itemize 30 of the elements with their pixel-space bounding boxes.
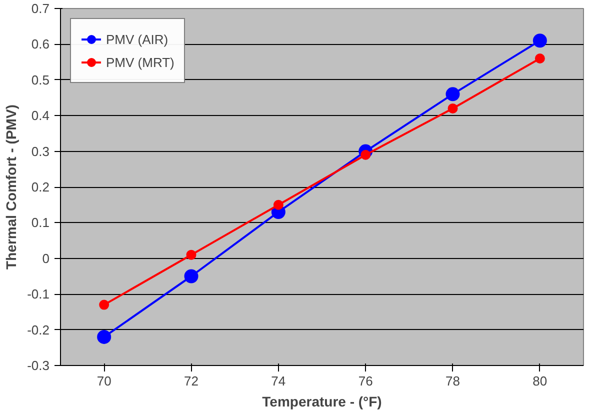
x-tick-label: 80 xyxy=(532,374,548,388)
point xyxy=(97,330,112,344)
point xyxy=(99,300,110,310)
point xyxy=(532,34,547,48)
x-tick-label: 70 xyxy=(96,374,112,388)
y-axis-title: Thermal Comfort - (PMV) xyxy=(3,104,20,270)
y-tick-label: -0.1 xyxy=(27,286,50,302)
point xyxy=(446,87,460,102)
y-tick-label: -0.3 xyxy=(27,358,50,373)
x-tick-label: 72 xyxy=(184,374,198,388)
y-tick-label: 0.6 xyxy=(31,36,50,52)
y-tick-label: 0.5 xyxy=(31,72,50,88)
x-tick-label: 74 xyxy=(271,374,286,388)
point xyxy=(186,250,196,260)
point xyxy=(273,200,284,210)
legend-label: PMV (MRT) xyxy=(106,54,174,70)
y-tick-label: -0.2 xyxy=(27,322,50,338)
y-tick-label: 0.7 xyxy=(31,1,50,16)
legend-label: PMV (AIR) xyxy=(106,32,168,46)
y-tick-label: 0.3 xyxy=(31,144,50,159)
point xyxy=(534,53,545,64)
y-tick-label: 0.1 xyxy=(31,215,50,230)
x-tick-label: 76 xyxy=(358,374,373,388)
point xyxy=(448,103,458,114)
x-tick-label: 78 xyxy=(446,374,460,388)
y-tick-label: 0 xyxy=(42,250,50,266)
x-axis-title: Temperature - (°F) xyxy=(262,394,382,410)
point xyxy=(184,269,198,284)
y-tick-label: 0.2 xyxy=(31,180,50,194)
y-tick-label: 0.4 xyxy=(31,108,50,124)
